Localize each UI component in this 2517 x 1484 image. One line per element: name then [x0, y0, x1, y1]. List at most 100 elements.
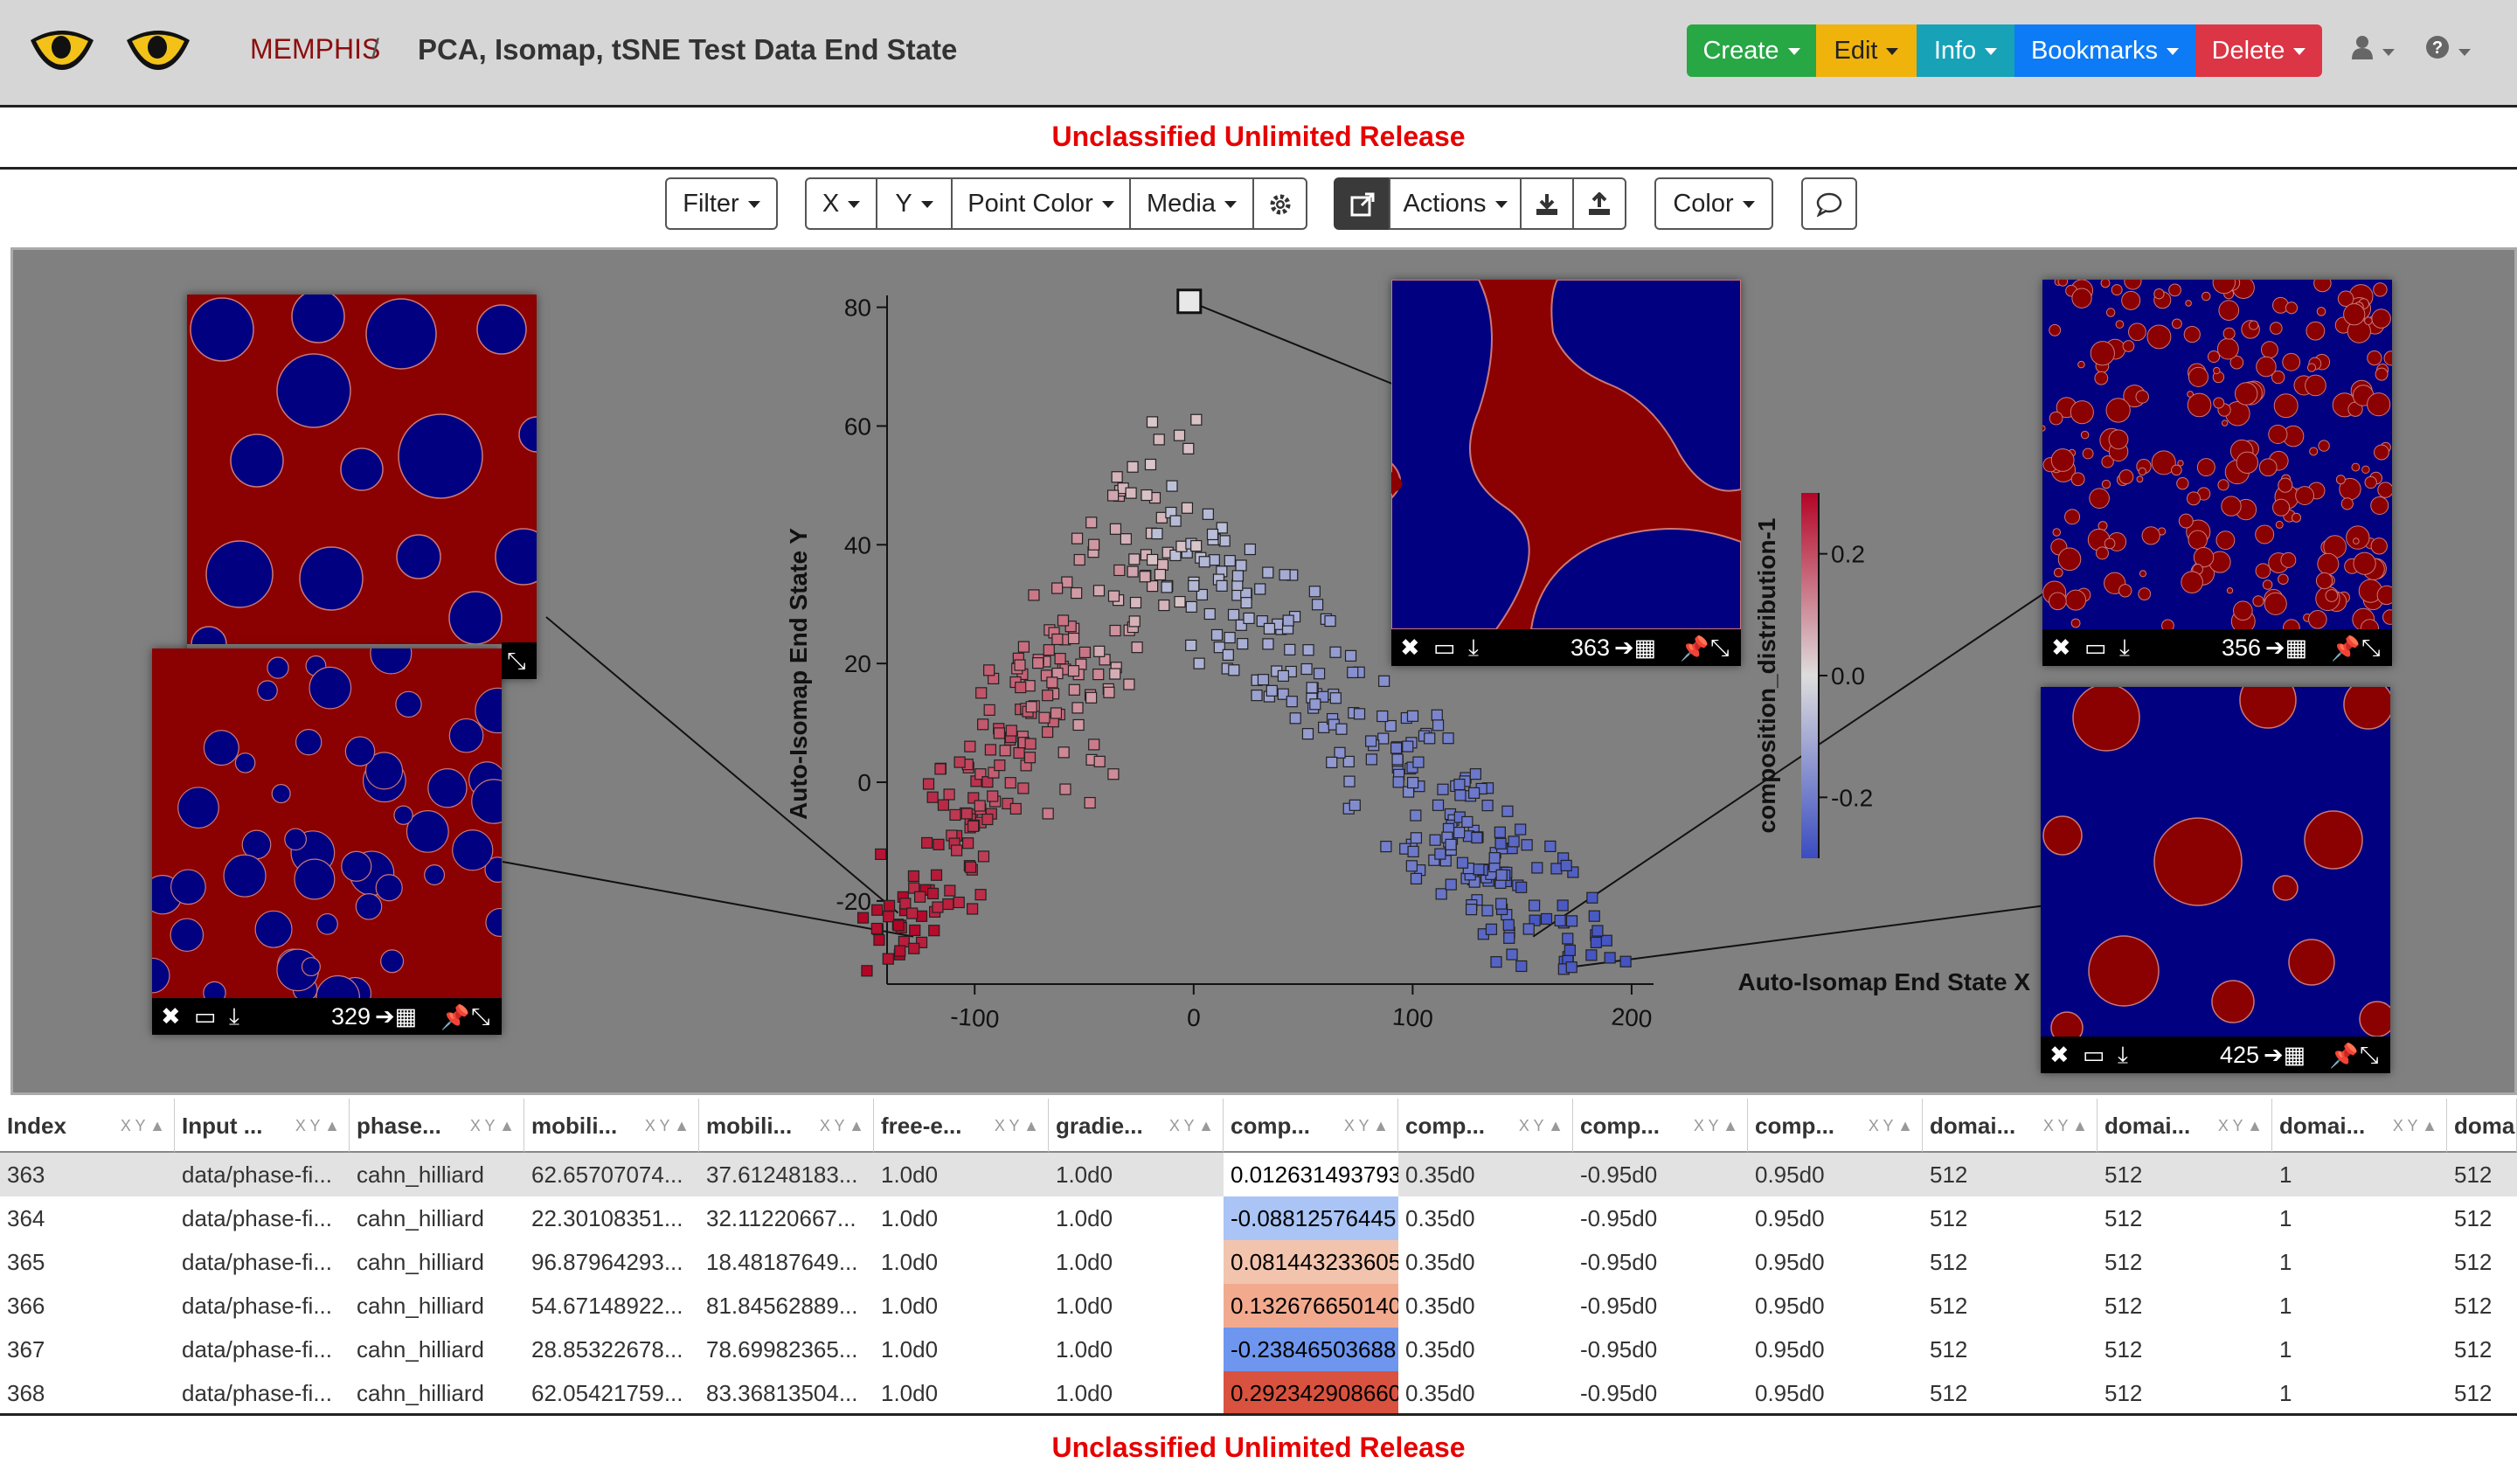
- table-cell[interactable]: 1.0d0: [881, 1293, 939, 1319]
- scatter-point[interactable]: [1501, 805, 1514, 817]
- x-axis-button[interactable]: X: [805, 177, 877, 230]
- table-cell[interactable]: 18.48187649...: [706, 1249, 858, 1275]
- table-cell[interactable]: 1.0d0: [881, 1162, 939, 1188]
- table-cell[interactable]: 512: [1930, 1162, 1968, 1188]
- table-cell[interactable]: 1.0d0: [881, 1205, 939, 1231]
- scatter-point[interactable]: [1515, 881, 1528, 893]
- scatter-point[interactable]: [1216, 522, 1228, 534]
- scatter-point[interactable]: [892, 919, 905, 932]
- scatter-point[interactable]: [987, 790, 999, 802]
- scatter-point[interactable]: [1092, 669, 1105, 681]
- scatter-point[interactable]: [1078, 646, 1091, 659]
- scatter-point[interactable]: [1488, 852, 1501, 864]
- filter-button[interactable]: Filter: [665, 177, 778, 230]
- table-cell[interactable]: 1: [2279, 1205, 2292, 1231]
- table-cell[interactable]: 1: [2279, 1293, 2292, 1319]
- scatter-point[interactable]: [1586, 891, 1598, 904]
- scatter-point[interactable]: [1190, 413, 1203, 426]
- table-cell[interactable]: 512: [2104, 1249, 2143, 1275]
- scatter-point[interactable]: [1437, 783, 1449, 795]
- scatter-point[interactable]: [1469, 768, 1481, 780]
- scatter-point[interactable]: [1324, 614, 1336, 628]
- scatter-point[interactable]: [1043, 644, 1055, 656]
- scatter-point[interactable]: [1432, 799, 1445, 811]
- data-table[interactable]: Index X Y ▲ Input ... X Y ▲ phase... X Y ▲ mob…: [0, 1099, 2517, 1413]
- scatter-point[interactable]: [967, 903, 979, 915]
- pin-icon[interactable]: 📌: [2331, 635, 2361, 662]
- scatter-point[interactable]: [928, 925, 940, 937]
- scatter-point[interactable]: [1193, 657, 1205, 669]
- column-header[interactable]: comp... X Y ▲: [1224, 1099, 1398, 1153]
- media-toolbar-329b[interactable]: ⤡: [502, 642, 537, 679]
- scatter-point[interactable]: [1410, 832, 1423, 844]
- table-cell[interactable]: 0.95d0: [1755, 1162, 1825, 1188]
- scatter-point[interactable]: [1265, 684, 1278, 697]
- table-cell[interactable]: 512: [1930, 1249, 1968, 1275]
- scatter-point[interactable]: [1111, 471, 1123, 483]
- table-cell[interactable]: 1.0d0: [1056, 1162, 1113, 1188]
- media-panel-425[interactable]: ✖ ▭ ⤓ 425 ➔▦ 📌 ⤡: [2041, 687, 2390, 1073]
- scatter-point[interactable]: [1391, 753, 1404, 766]
- column-header[interactable]: free-e... X Y ▲: [874, 1099, 1049, 1153]
- table-cell[interactable]: 78.69982365...: [706, 1336, 858, 1363]
- scatter-point[interactable]: [1342, 755, 1355, 768]
- axis-sort-controls[interactable]: X Y ▲: [1868, 1117, 1913, 1134]
- scatter-point[interactable]: [1353, 708, 1366, 720]
- scatter-point[interactable]: [1495, 869, 1508, 881]
- scatter-point[interactable]: [1127, 461, 1139, 473]
- scatter-point[interactable]: [1216, 579, 1228, 592]
- scatter-point[interactable]: [1521, 839, 1533, 851]
- table-cell[interactable]: -0.95d0: [1580, 1380, 1658, 1406]
- scatter-point[interactable]: [873, 933, 885, 947]
- media-panel-356[interactable]: ✖ ▭ ⤓ 356 ➔▦ 📌 ⤡: [2042, 280, 2392, 666]
- table-cell[interactable]: 0.292342908660: [1224, 1371, 1398, 1413]
- scatter-point[interactable]: [1125, 487, 1137, 499]
- window-icon[interactable]: ▭: [2084, 635, 2107, 661]
- scatter-point[interactable]: [1262, 638, 1274, 650]
- scatter-point[interactable]: [1227, 608, 1240, 621]
- table-cell[interactable]: cahn_hilliard: [357, 1249, 484, 1275]
- scatter-point[interactable]: [1406, 710, 1419, 722]
- scatter-point[interactable]: [1174, 595, 1186, 608]
- table-cell[interactable]: 1: [2279, 1162, 2292, 1188]
- scatter-point[interactable]: [1282, 614, 1294, 627]
- scatter-point[interactable]: [1005, 725, 1017, 737]
- scatter-points[interactable]: [856, 288, 1632, 977]
- scatter-point[interactable]: [1210, 628, 1224, 641]
- scatter-point[interactable]: [915, 910, 928, 922]
- table-cell[interactable]: 512: [1930, 1380, 1968, 1406]
- scatter-point[interactable]: [1147, 580, 1159, 593]
- scatter-point[interactable]: [1279, 569, 1291, 581]
- column-header[interactable]: mobili... X Y ▲: [524, 1099, 699, 1153]
- scatter-point[interactable]: [1050, 707, 1063, 719]
- scatter-point[interactable]: [1198, 556, 1210, 568]
- scatter-point[interactable]: [1540, 912, 1553, 926]
- scatter-point[interactable]: [983, 704, 995, 716]
- scatter-point[interactable]: [1237, 638, 1249, 650]
- point-color-button[interactable]: Point Color: [951, 177, 1131, 230]
- scatter-point[interactable]: [1442, 732, 1454, 745]
- download-button[interactable]: [1520, 177, 1574, 230]
- scatter-point[interactable]: [1147, 553, 1159, 566]
- scatter-point[interactable]: [1257, 674, 1270, 686]
- scatter-point[interactable]: [1144, 458, 1157, 471]
- table-cell[interactable]: 54.67148922...: [531, 1293, 683, 1319]
- scatter-point[interactable]: [1289, 712, 1301, 725]
- scatter-point[interactable]: [1410, 809, 1422, 822]
- scatter-point[interactable]: [1454, 789, 1467, 801]
- scatter-point[interactable]: [1329, 646, 1342, 658]
- table-cell[interactable]: data/phase-fi...: [182, 1162, 332, 1188]
- table-cell[interactable]: 1.0d0: [1056, 1249, 1113, 1275]
- table-cell[interactable]: 83.36813504...: [706, 1380, 858, 1406]
- scatter-point[interactable]: [1306, 682, 1318, 694]
- upload-button[interactable]: [1572, 177, 1626, 230]
- table-cell[interactable]: 1.0d0: [1056, 1293, 1113, 1319]
- scatter-point[interactable]: [922, 778, 935, 790]
- scatter-point[interactable]: [1343, 775, 1356, 787]
- close-icon[interactable]: ✖: [2051, 635, 2071, 661]
- scatter-point[interactable]: [1410, 872, 1423, 884]
- scatter-point[interactable]: [1153, 433, 1165, 446]
- table-cell[interactable]: 0.95d0: [1755, 1293, 1825, 1319]
- resize-icon[interactable]: ⤡: [1710, 635, 1730, 661]
- scatter-point[interactable]: [1495, 898, 1508, 910]
